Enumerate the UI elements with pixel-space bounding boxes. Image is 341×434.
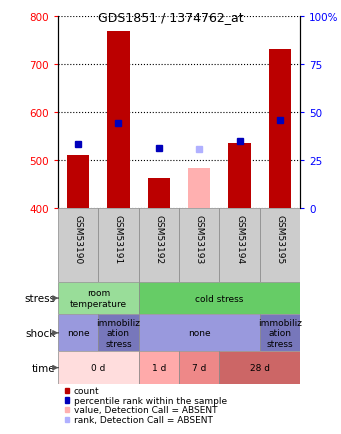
Bar (188, 169, 210, 208)
Bar (67, 156, 89, 208)
Bar (139, 315, 260, 352)
Bar (58, 315, 98, 352)
Text: value, Detection Call = ABSENT: value, Detection Call = ABSENT (74, 405, 218, 414)
Bar (219, 352, 300, 384)
Text: time: time (32, 363, 56, 373)
Text: rank, Detection Call = ABSENT: rank, Detection Call = ABSENT (74, 415, 213, 424)
Text: immobiliz
ation
stress: immobiliz ation stress (258, 318, 302, 348)
Text: GSM53190: GSM53190 (74, 214, 83, 263)
Text: shock: shock (25, 328, 56, 338)
Text: GSM53194: GSM53194 (235, 214, 244, 263)
Text: count: count (74, 386, 100, 395)
Text: 1 d: 1 d (152, 363, 166, 372)
Text: cold stress: cold stress (195, 294, 243, 303)
Bar (58, 352, 139, 384)
Bar (58, 282, 139, 315)
Bar (98, 208, 139, 282)
Bar (269, 50, 291, 208)
Bar (139, 352, 179, 384)
Text: 7 d: 7 d (192, 363, 206, 372)
Bar (139, 282, 300, 315)
Text: GSM53195: GSM53195 (276, 214, 284, 263)
Text: none: none (67, 329, 89, 338)
Text: GDS1851 / 1374762_at: GDS1851 / 1374762_at (98, 11, 243, 24)
Bar (260, 208, 300, 282)
Text: percentile rank within the sample: percentile rank within the sample (74, 396, 227, 404)
Text: GSM53191: GSM53191 (114, 214, 123, 263)
Bar (179, 352, 219, 384)
Bar (228, 144, 251, 208)
Bar (179, 208, 219, 282)
Bar (219, 208, 260, 282)
Bar (260, 315, 300, 352)
Text: stress: stress (25, 293, 56, 303)
Text: 0 d: 0 d (91, 363, 105, 372)
Bar (139, 208, 179, 282)
Text: GSM53192: GSM53192 (154, 214, 163, 263)
Text: GSM53193: GSM53193 (195, 214, 204, 263)
Text: none: none (188, 329, 210, 338)
Bar (107, 32, 130, 208)
Text: immobiliz
ation
stress: immobiliz ation stress (97, 318, 140, 348)
Text: room
temperature: room temperature (70, 289, 127, 308)
Bar (58, 208, 98, 282)
Bar (98, 315, 139, 352)
Bar (148, 179, 170, 208)
Text: 28 d: 28 d (250, 363, 270, 372)
